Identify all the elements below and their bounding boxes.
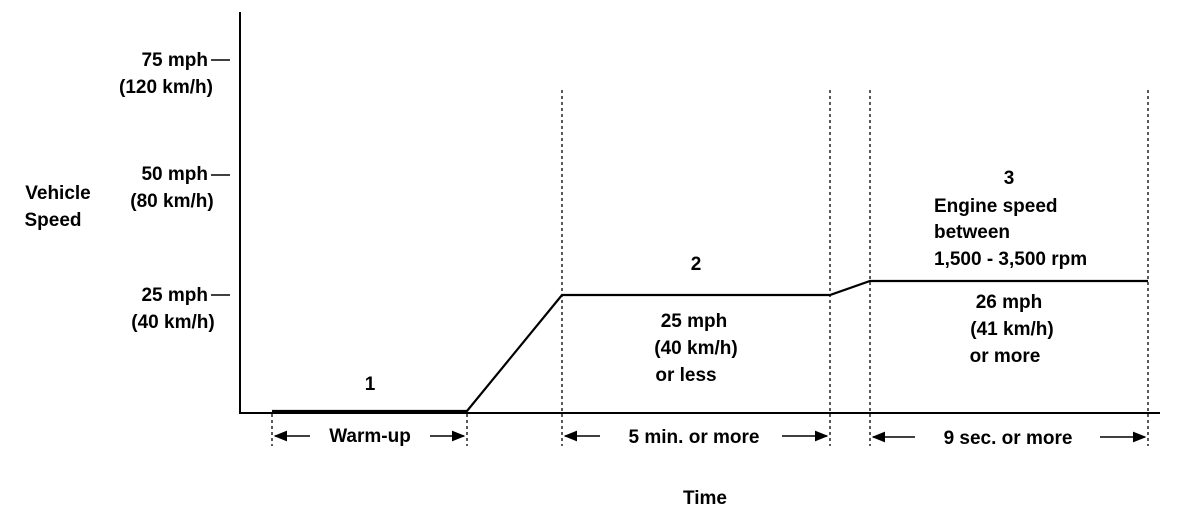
phase-2-number: 2	[691, 254, 702, 275]
phase-2-note-limit: or less	[655, 365, 716, 386]
phase-3-condition-line-2: between	[934, 222, 1010, 243]
y-axis-label-line-1: Vehicle	[25, 183, 91, 204]
warmup-duration-label: Warm-up	[329, 426, 411, 447]
phase-3-duration-label: 9 sec. or more	[944, 428, 1073, 449]
y-tick-40-kmh: (40 km/h)	[131, 312, 214, 333]
speed-profile-line	[272, 279, 1148, 413]
y-tick-75-mph: 75 mph	[141, 50, 208, 71]
y-tick-50-mph: 50 mph	[141, 164, 208, 185]
phase-2-duration-label: 5 min. or more	[629, 427, 760, 448]
x-axis-label: Time	[683, 488, 727, 509]
y-tick-80-kmh: (80 km/h)	[130, 191, 213, 212]
phase-3-number: 3	[1004, 168, 1015, 189]
phase-3-condition-line-1: Engine speed	[934, 196, 1058, 217]
phase-1-number: 1	[365, 374, 376, 395]
phase-3-condition-line-3: 1,500 - 3,500 rpm	[934, 249, 1087, 270]
y-axis-label-line-2: Speed	[24, 210, 81, 231]
phase-3-note-limit: or more	[970, 346, 1041, 367]
phase-2-note-mph: 25 mph	[661, 311, 728, 332]
phase-2-note-kmh: (40 km/h)	[654, 338, 737, 359]
phase-3-note-mph: 26 mph	[976, 292, 1043, 313]
y-tick-25-mph: 25 mph	[141, 285, 208, 306]
y-tick-120-kmh: (120 km/h)	[119, 77, 213, 98]
phase-3-note-kmh: (41 km/h)	[970, 319, 1053, 340]
